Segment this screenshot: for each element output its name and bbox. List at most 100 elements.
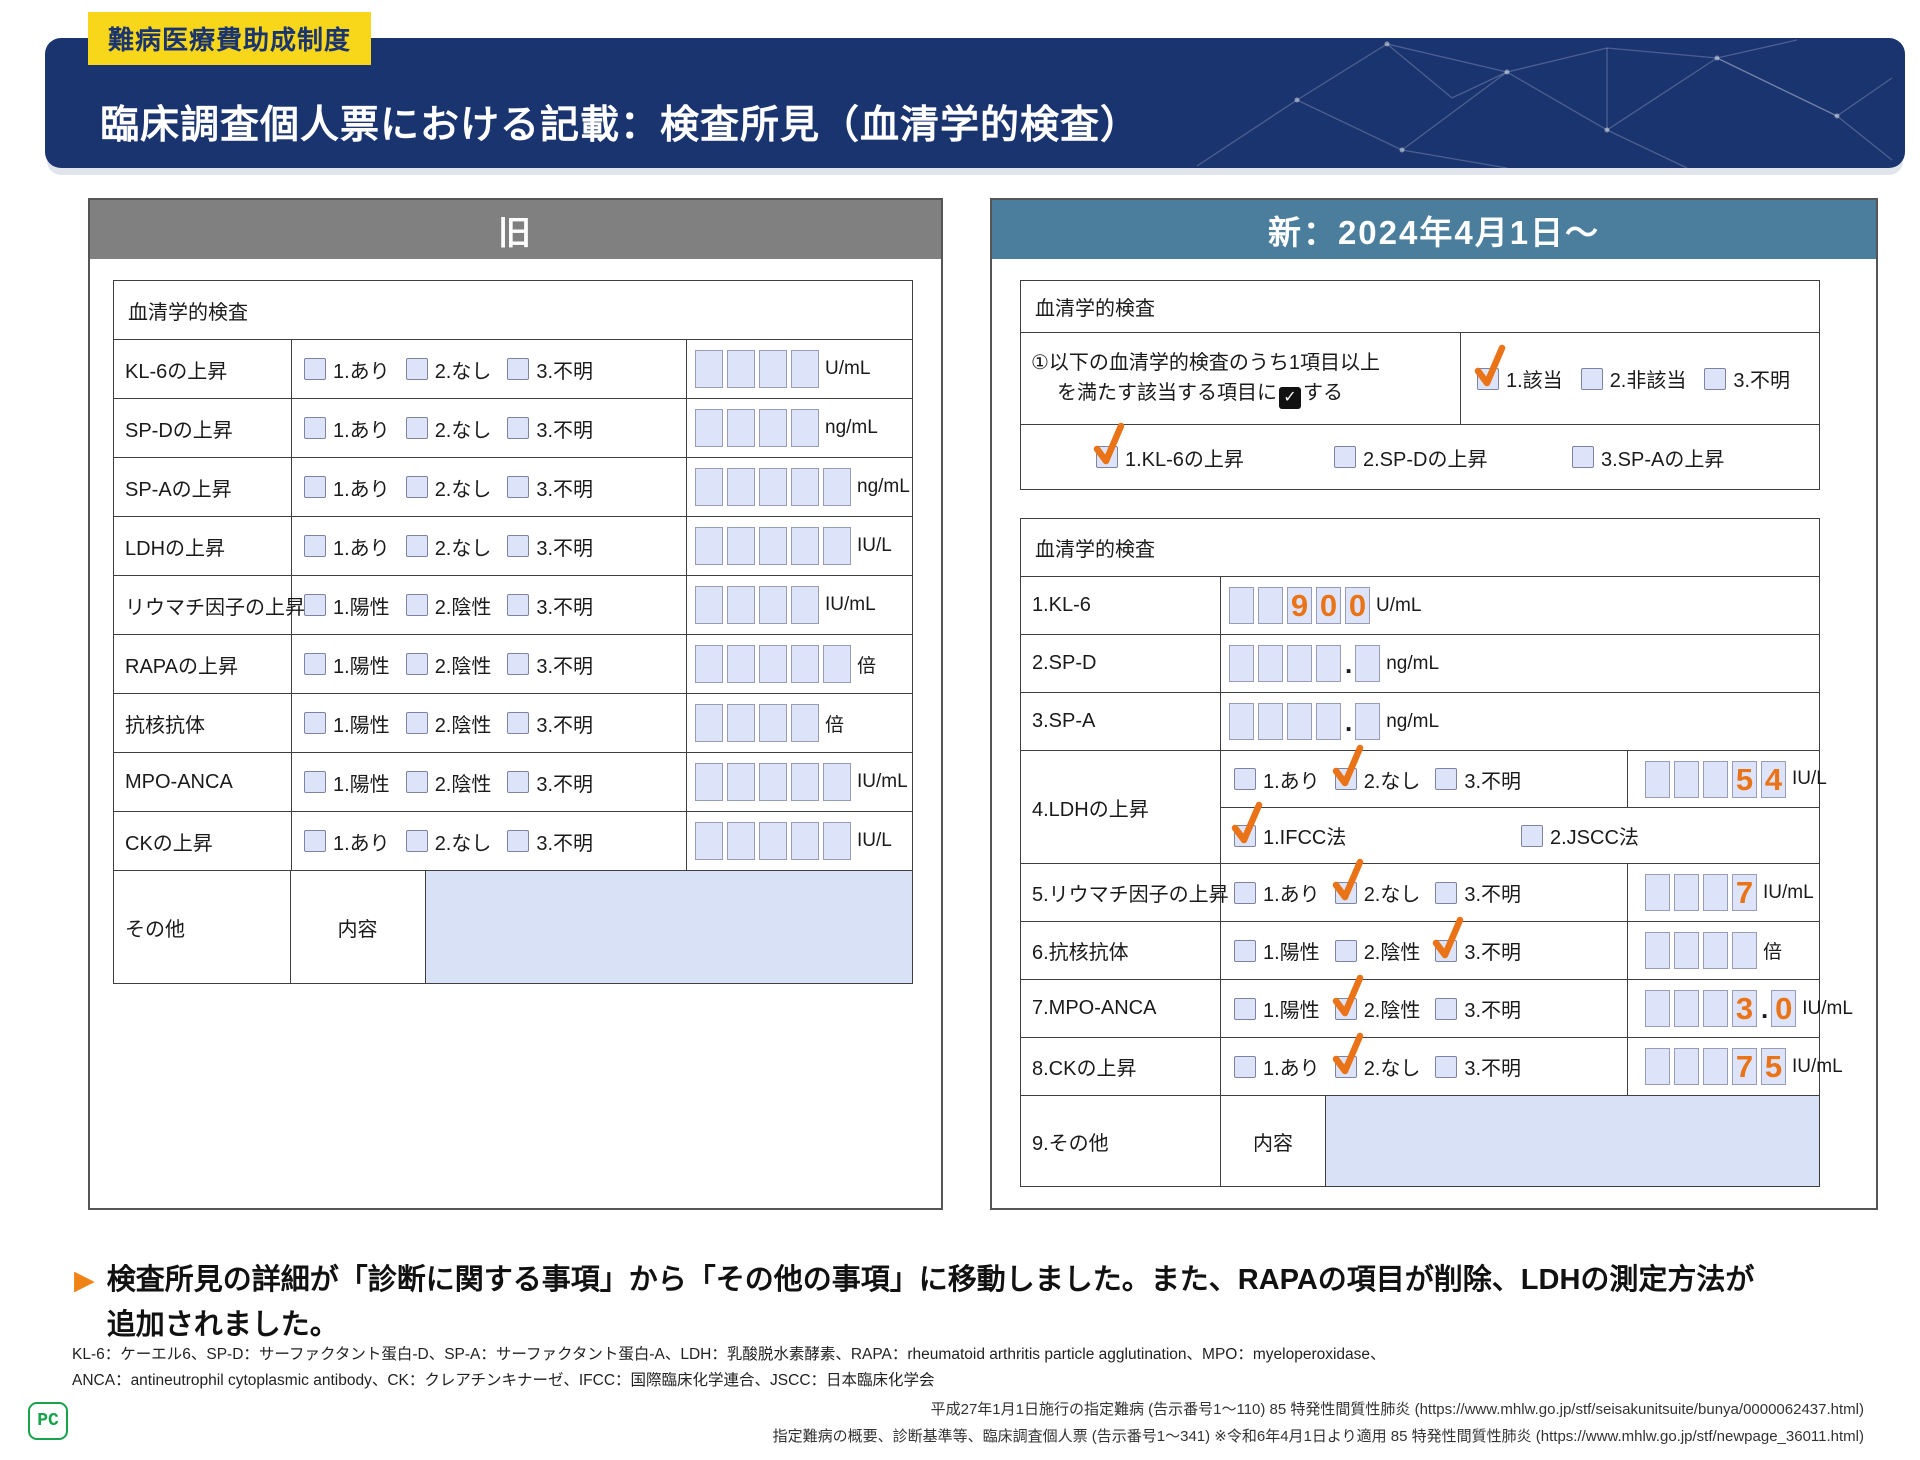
digit-box[interactable] <box>727 409 755 447</box>
digit-box[interactable] <box>1287 703 1312 740</box>
digit-box[interactable] <box>727 704 755 742</box>
checkbox[interactable] <box>1580 367 1603 390</box>
checkbox[interactable] <box>405 830 428 852</box>
digit-box[interactable] <box>759 468 787 506</box>
content-input-area[interactable] <box>425 871 912 983</box>
digit-box[interactable] <box>727 586 755 624</box>
digit-box[interactable] <box>1355 645 1381 682</box>
digit-box[interactable]: 0 <box>1345 587 1370 624</box>
checkbox[interactable] <box>1332 744 1363 790</box>
digit-box[interactable]: 0 <box>1316 587 1341 624</box>
checkbox[interactable] <box>507 653 530 675</box>
digit-box[interactable] <box>759 822 787 860</box>
digit-box[interactable] <box>1674 874 1699 911</box>
digit-box[interactable]: 4 <box>1761 760 1786 798</box>
digit-box[interactable] <box>759 409 787 447</box>
digit-box[interactable] <box>1703 1048 1728 1085</box>
digit-box[interactable] <box>1732 932 1757 969</box>
checkbox[interactable] <box>304 653 326 675</box>
checkbox[interactable] <box>1572 446 1594 468</box>
checkbox[interactable] <box>1433 916 1464 962</box>
digit-box[interactable] <box>695 645 723 683</box>
digit-box[interactable] <box>1645 760 1670 798</box>
digit-box[interactable] <box>1355 703 1381 740</box>
digit-box[interactable]: 3 <box>1732 990 1757 1027</box>
digit-box[interactable] <box>823 527 851 565</box>
checkbox[interactable] <box>1334 939 1357 962</box>
checkbox[interactable] <box>1332 858 1363 904</box>
checkbox[interactable] <box>1234 997 1256 1020</box>
digit-box[interactable] <box>1703 932 1728 969</box>
checkbox[interactable] <box>405 771 428 793</box>
digit-box[interactable] <box>1258 645 1283 682</box>
digit-box[interactable] <box>727 468 755 506</box>
content-input-area[interactable] <box>1326 1096 1819 1186</box>
checkbox[interactable] <box>1704 367 1727 390</box>
digit-box[interactable] <box>727 645 755 683</box>
digit-box[interactable] <box>695 586 723 624</box>
digit-box[interactable] <box>1703 990 1728 1027</box>
digit-box[interactable] <box>791 822 819 860</box>
checkbox[interactable] <box>507 417 530 439</box>
checkbox[interactable] <box>1332 1032 1363 1078</box>
checkbox[interactable] <box>1521 824 1543 847</box>
digit-box[interactable] <box>695 527 723 565</box>
checkbox[interactable] <box>304 594 326 616</box>
checkbox[interactable] <box>507 476 530 498</box>
digit-box[interactable] <box>695 822 723 860</box>
digit-box[interactable] <box>1645 932 1670 969</box>
checkbox[interactable] <box>507 771 530 793</box>
checkbox[interactable] <box>1435 881 1458 904</box>
digit-box[interactable]: 5 <box>1761 1048 1786 1085</box>
digit-box[interactable]: 9 <box>1287 587 1312 624</box>
digit-box[interactable] <box>1674 932 1699 969</box>
digit-box[interactable] <box>1674 1048 1699 1085</box>
checkbox[interactable] <box>304 830 326 852</box>
digit-box[interactable] <box>1645 874 1670 911</box>
checkbox[interactable] <box>1474 344 1506 390</box>
digit-box[interactable] <box>695 409 723 447</box>
digit-box[interactable] <box>759 586 787 624</box>
digit-box[interactable] <box>791 645 819 683</box>
checkbox[interactable] <box>304 358 326 380</box>
digit-box[interactable] <box>695 350 723 388</box>
digit-box[interactable]: 0 <box>1771 990 1797 1027</box>
checkbox[interactable] <box>304 417 326 439</box>
checkbox[interactable] <box>1234 881 1256 904</box>
digit-box[interactable] <box>759 763 787 801</box>
digit-box[interactable] <box>791 468 819 506</box>
checkbox[interactable] <box>1234 768 1256 790</box>
checkbox[interactable] <box>1435 768 1458 790</box>
digit-box[interactable] <box>823 645 851 683</box>
checkbox[interactable] <box>1332 974 1363 1020</box>
digit-box[interactable] <box>791 409 819 447</box>
digit-box[interactable] <box>1229 703 1254 740</box>
digit-box[interactable] <box>791 586 819 624</box>
digit-box[interactable] <box>727 763 755 801</box>
checkbox[interactable] <box>405 712 428 734</box>
checkbox[interactable] <box>304 476 326 498</box>
digit-box[interactable] <box>1316 645 1341 682</box>
digit-box[interactable] <box>1229 645 1254 682</box>
digit-box[interactable] <box>1287 645 1312 682</box>
digit-box[interactable] <box>695 763 723 801</box>
digit-box[interactable]: 5 <box>1732 760 1757 798</box>
digit-box[interactable] <box>759 350 787 388</box>
checkbox[interactable] <box>304 712 326 734</box>
checkbox[interactable] <box>507 535 530 557</box>
checkbox[interactable] <box>1435 997 1458 1020</box>
digit-box[interactable] <box>1316 703 1341 740</box>
checkbox[interactable] <box>1234 939 1256 962</box>
digit-box[interactable] <box>1703 760 1728 798</box>
digit-box[interactable]: 7 <box>1732 874 1757 911</box>
checkbox[interactable] <box>507 358 530 380</box>
checkbox[interactable] <box>405 594 428 616</box>
digit-box[interactable] <box>759 527 787 565</box>
checkbox[interactable] <box>405 358 428 380</box>
digit-box[interactable] <box>1645 990 1670 1027</box>
checkbox[interactable] <box>507 594 530 616</box>
digit-box[interactable] <box>791 350 819 388</box>
checkbox[interactable] <box>1093 422 1125 468</box>
digit-box[interactable] <box>727 350 755 388</box>
digit-box[interactable] <box>791 763 819 801</box>
